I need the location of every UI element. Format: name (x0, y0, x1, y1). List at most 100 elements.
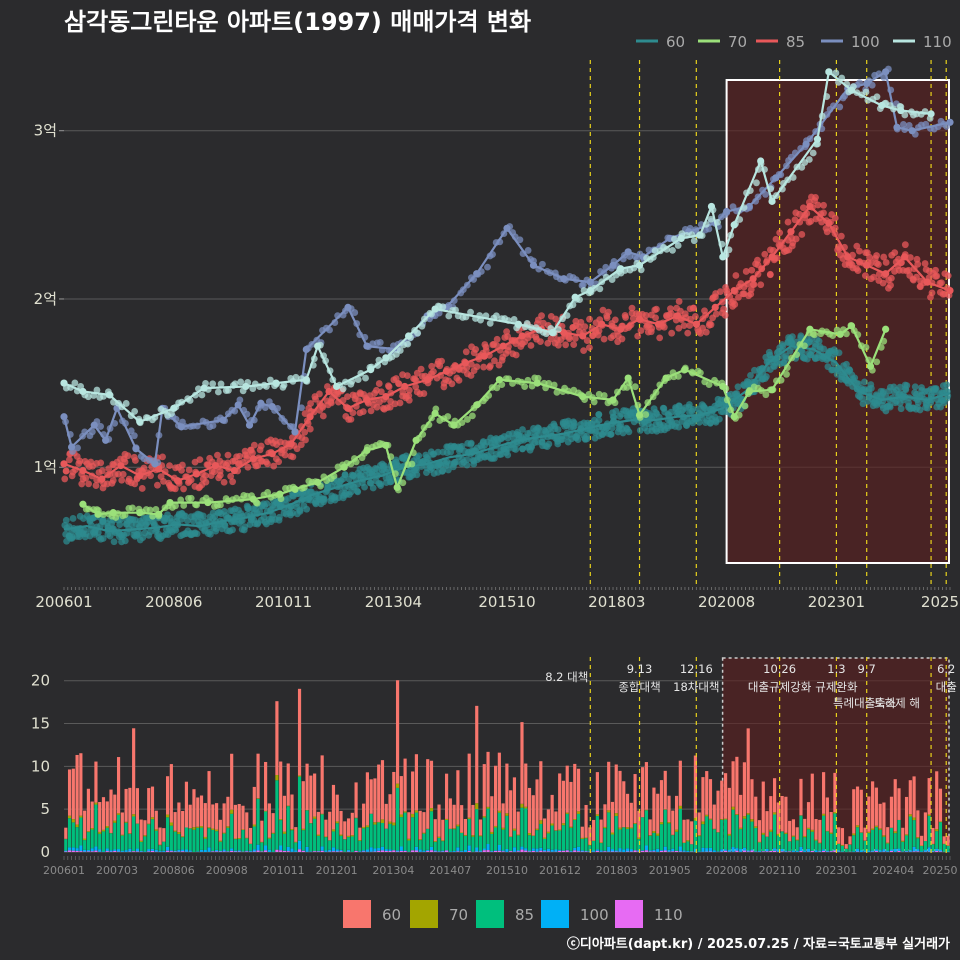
scatter-point-60 (943, 381, 951, 389)
volume-bar-70 (739, 827, 743, 830)
series-point-85 (560, 329, 568, 337)
series-point-100 (363, 342, 371, 350)
volume-bar-70 (886, 842, 890, 844)
volume-bar-85 (682, 842, 686, 851)
volume-bar-110 (113, 850, 117, 852)
volume-bar-110 (233, 851, 238, 852)
volume-bar-85 (942, 844, 946, 852)
volume-bar-100 (463, 850, 468, 852)
scatter-point-60 (136, 536, 144, 544)
volume-bar-85 (543, 838, 547, 850)
volume-bar-85 (931, 844, 935, 851)
volume-bar-100 (641, 850, 645, 851)
volume-bar-100 (188, 850, 192, 852)
volume-bar-85 (494, 827, 498, 851)
volume-bar-70 (667, 822, 671, 824)
scatter-point-85 (887, 274, 895, 282)
volume-bar-100 (697, 851, 701, 852)
volume-bar-100 (878, 850, 882, 852)
scatter-point-100 (868, 81, 876, 89)
scatter-point-70 (444, 413, 452, 420)
volume-bar-110 (708, 851, 713, 852)
scatter-point-85 (420, 390, 428, 397)
volume-bar-85 (456, 826, 460, 848)
scatter-point-85 (68, 472, 76, 480)
scatter-point-60 (463, 456, 471, 464)
volume-bar-60 (501, 803, 505, 828)
scatter-point-85 (807, 217, 815, 225)
volume-bar-85 (674, 831, 679, 851)
scatter-point-60 (387, 478, 395, 486)
scatter-point-85 (705, 321, 713, 329)
volume-bar-110 (576, 851, 581, 852)
volume-bar-85 (316, 835, 320, 851)
volume-bar-100 (497, 844, 501, 851)
volume-bar-85 (245, 838, 249, 851)
scatter-point-85 (799, 204, 807, 212)
volume-bar-70 (211, 828, 215, 830)
scatter-point-85 (721, 311, 729, 319)
volume-bar-85 (343, 839, 347, 852)
scatter-point-85 (633, 310, 640, 318)
volume-bar-85 (750, 821, 754, 850)
volume-bar-70 (101, 829, 106, 832)
volume-bar-100 (324, 850, 328, 852)
scatter-point-60 (896, 383, 904, 391)
volume-bar-110 (648, 851, 652, 852)
volume-legend: 60 70 85 100 110 (343, 900, 683, 928)
volume-bar-60 (584, 804, 588, 838)
volume-bar-100 (199, 849, 204, 852)
policy-date-label: 9.13 (627, 662, 653, 676)
source-credit: ⓒ디아파트(dapt.kr) / 2025.07.25 / 자료=국토교통부 실… (567, 936, 950, 952)
scatter-point-60 (776, 344, 784, 352)
volume-x-tick-label: 202301 (815, 864, 857, 877)
volume-bar-60 (233, 804, 238, 839)
volume-bar-85 (241, 830, 245, 852)
series-point-70 (745, 387, 753, 396)
volume-bar-60 (456, 770, 460, 825)
volume-bar-60 (222, 803, 226, 833)
volume-bar-110 (935, 850, 939, 852)
volume-bar-85 (452, 829, 456, 851)
scatter-point-85 (105, 465, 113, 473)
scatter-point-85 (891, 249, 899, 257)
scatter-point-60 (607, 431, 615, 438)
volume-bar-85 (448, 828, 452, 852)
volume-bar-100 (426, 849, 430, 852)
volume-bar-100 (750, 849, 754, 851)
volume-bar-110 (71, 850, 75, 852)
scatter-point-85 (99, 484, 107, 492)
scatter-point-85 (360, 391, 368, 398)
volume-bar-110 (674, 850, 679, 852)
volume-bar-85 (132, 816, 136, 852)
volume-bar-110 (633, 850, 637, 852)
policy-date-label: 1.3 (827, 662, 845, 676)
series-point-110 (333, 382, 341, 391)
volume-bar-100 (105, 848, 109, 852)
series-point-100 (102, 436, 110, 444)
volume-bar-60 (878, 803, 882, 829)
scatter-point-110 (214, 388, 222, 396)
volume-bar-85 (701, 824, 705, 848)
scatter-point-85 (386, 403, 394, 411)
series-point-85 (825, 219, 833, 227)
series-point-70 (136, 509, 144, 517)
volume-bar-110 (641, 850, 645, 852)
volume-bar-110 (527, 851, 532, 852)
volume-bar-60 (852, 789, 856, 834)
volume-bar-100 (795, 850, 799, 852)
scatter-point-60 (458, 442, 466, 450)
scatter-point-110 (237, 378, 245, 386)
volume-bar-85 (260, 842, 264, 852)
volume-x-tick-label: 201201 (316, 864, 358, 877)
volume-bar-60 (886, 827, 890, 843)
volume-bar-85 (373, 824, 377, 849)
volume-bar-60 (697, 812, 701, 836)
volume-bar-60 (478, 819, 483, 836)
volume-bar-70 (252, 824, 256, 827)
volume-bar-85 (938, 822, 943, 850)
volume-bar-85 (218, 841, 222, 851)
scatter-point-85 (861, 272, 869, 280)
scatter-point-60 (848, 371, 856, 379)
scatter-point-85 (731, 301, 739, 308)
